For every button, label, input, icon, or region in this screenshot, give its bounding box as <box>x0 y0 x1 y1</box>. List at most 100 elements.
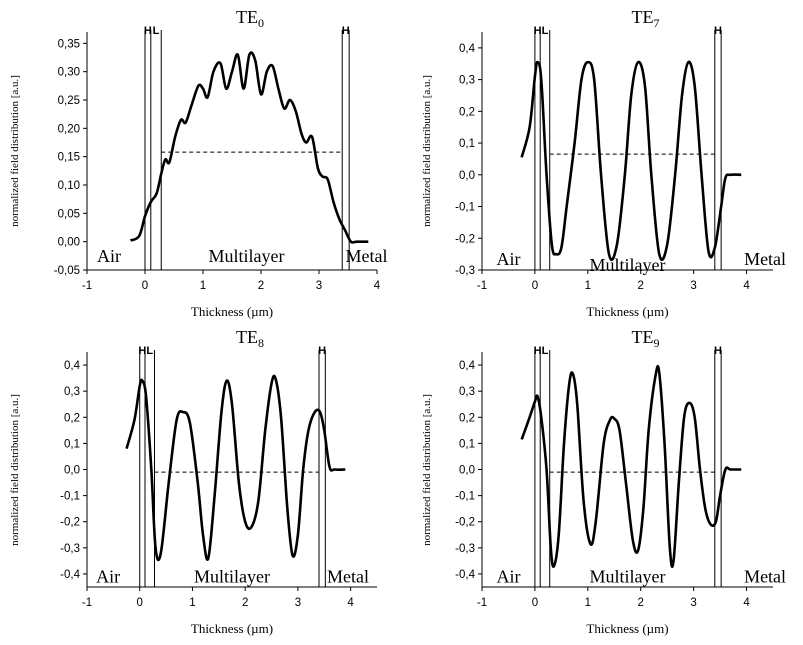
panel-title-text: TE <box>632 327 654 347</box>
y-axis-label: normalized field distribution [a.u.] <box>421 394 433 546</box>
x-tick-label: 0 <box>532 597 538 609</box>
y-tick-label: 0,2 <box>459 106 475 118</box>
x-tick-label: 2 <box>242 597 248 609</box>
x-tick-label: 4 <box>743 597 750 609</box>
x-tick-label: 0 <box>142 280 148 292</box>
panel-te7: -0,3 -0,2 -0,1 0,0 0,1 0,2 0,3 0,4 -1 0 1 2 3 4 Thickn… <box>421 7 786 319</box>
x-tick-label: 1 <box>200 280 206 292</box>
y-tick-label: -0,3 <box>60 543 80 555</box>
region-label: Air <box>96 567 120 587</box>
y-axis-label: normalized field distribution [a.u.] <box>9 394 21 546</box>
y-tick-label: 0,0 <box>64 465 80 477</box>
y-tick-label: -0,4 <box>455 569 475 581</box>
x-axis-label: Thickness (µm) <box>191 304 273 319</box>
y-tick-label: 0,2 <box>64 412 80 424</box>
field-curve <box>125 374 346 562</box>
x-tick-label: 3 <box>316 280 322 292</box>
y-tick-label: 0,3 <box>459 386 475 398</box>
layer-label: H <box>138 345 146 357</box>
y-axis-label: normalized field distribution [a.u.] <box>421 75 433 227</box>
layer-label: H <box>144 25 152 37</box>
layer-label: L <box>542 25 549 37</box>
y-tick-label: -0,4 <box>60 569 80 581</box>
y-tick-label: 0,2 <box>459 412 475 424</box>
y-tick-label: 0,1 <box>459 438 475 450</box>
layer-label: H <box>534 345 542 357</box>
region-label: Metal <box>744 249 786 269</box>
panel-title: TE9 <box>632 327 660 350</box>
region-label: Multilayer <box>590 255 666 275</box>
y-tick-label: 0,4 <box>459 43 476 55</box>
x-tick-label: 4 <box>743 280 750 292</box>
y-tick-label: 0,3 <box>64 386 80 398</box>
layer-label: H <box>714 345 722 357</box>
region-label: Air <box>496 249 520 269</box>
x-tick-label: 4 <box>347 597 354 609</box>
field-curve <box>129 51 369 244</box>
x-tick-label: -1 <box>477 597 487 609</box>
layer-label: H <box>318 345 326 357</box>
field-curve <box>520 60 742 262</box>
region-label: Metal <box>346 246 388 266</box>
y-tick-label: 0,00 <box>58 237 80 249</box>
x-tick-label: 0 <box>532 280 538 292</box>
x-tick-label: 3 <box>690 280 696 292</box>
region-label: Metal <box>744 567 786 587</box>
panel-title-subscript: 9 <box>654 336 660 350</box>
y-tick-label: -0,1 <box>455 202 475 214</box>
x-tick-label: 2 <box>638 280 644 292</box>
panel-title: TE7 <box>632 7 660 30</box>
panel-te9: -0,4 -0,3 -0,2 -0,1 0,0 0,1 0,2 0,3 0,4 -1 0 1 2 3 4 Th… <box>421 327 786 636</box>
x-tick-label: 1 <box>585 597 591 609</box>
y-tick-label: 0,4 <box>64 360 81 372</box>
y-tick-label: -0,2 <box>60 517 80 529</box>
y-tick-label: 0,20 <box>58 123 80 135</box>
x-tick-label: 2 <box>638 597 644 609</box>
region-label: Multilayer <box>194 567 270 587</box>
x-tick-label: -1 <box>82 597 92 609</box>
y-tick-label: 0,25 <box>58 95 80 107</box>
region-label: Multilayer <box>590 567 666 587</box>
region-label: Multilayer <box>209 246 285 266</box>
y-tick-label: 0,35 <box>58 38 80 50</box>
panel-title-subscript: 0 <box>258 16 264 30</box>
y-tick-label: -0,1 <box>60 491 80 503</box>
y-tick-label: -0,2 <box>455 233 475 245</box>
y-tick-label: 0,10 <box>58 180 80 192</box>
panel-te0: -0,05 0,00 0,05 0,10 0,15 0,20 0,25 0,30 0,35 -1 0… <box>9 7 388 319</box>
y-tick-label: 0,4 <box>459 360 476 372</box>
x-tick-label: 3 <box>690 597 696 609</box>
x-axis-label: Thickness (µm) <box>586 621 668 636</box>
panel-title-text: TE <box>236 7 258 27</box>
layer-label: H <box>714 25 722 37</box>
x-tick-label: -1 <box>82 280 92 292</box>
x-axis-label: Thickness (µm) <box>586 304 668 319</box>
layer-label: L <box>542 345 549 357</box>
x-tick-label: -1 <box>477 280 487 292</box>
layer-label: H <box>342 25 350 37</box>
y-tick-label: -0,1 <box>455 491 475 503</box>
region-label: Air <box>496 567 520 587</box>
panel-title-text: TE <box>632 7 654 27</box>
y-tick-label: -0,3 <box>455 265 475 277</box>
x-tick-label: 2 <box>258 280 264 292</box>
region-label: Metal <box>327 567 369 587</box>
x-tick-label: 1 <box>189 597 195 609</box>
x-tick-label: 1 <box>585 280 591 292</box>
panel-title: TE0 <box>236 7 264 30</box>
y-tick-label: 0,1 <box>64 438 80 450</box>
panel-title-subscript: 7 <box>654 16 660 30</box>
x-tick-label: 3 <box>295 597 301 609</box>
y-tick-label: 0,3 <box>459 75 475 87</box>
layer-label: L <box>153 25 160 37</box>
layer-label: L <box>146 345 153 357</box>
y-tick-label: -0,2 <box>455 517 475 529</box>
y-tick-label: 0,1 <box>459 138 475 150</box>
y-tick-label: -0,05 <box>54 265 80 277</box>
x-tick-label: 4 <box>374 280 381 292</box>
y-tick-label: 0,0 <box>459 170 475 182</box>
panel-title-subscript: 8 <box>258 336 264 350</box>
y-tick-label: -0,3 <box>455 543 475 555</box>
y-tick-label: 0,05 <box>58 208 80 220</box>
